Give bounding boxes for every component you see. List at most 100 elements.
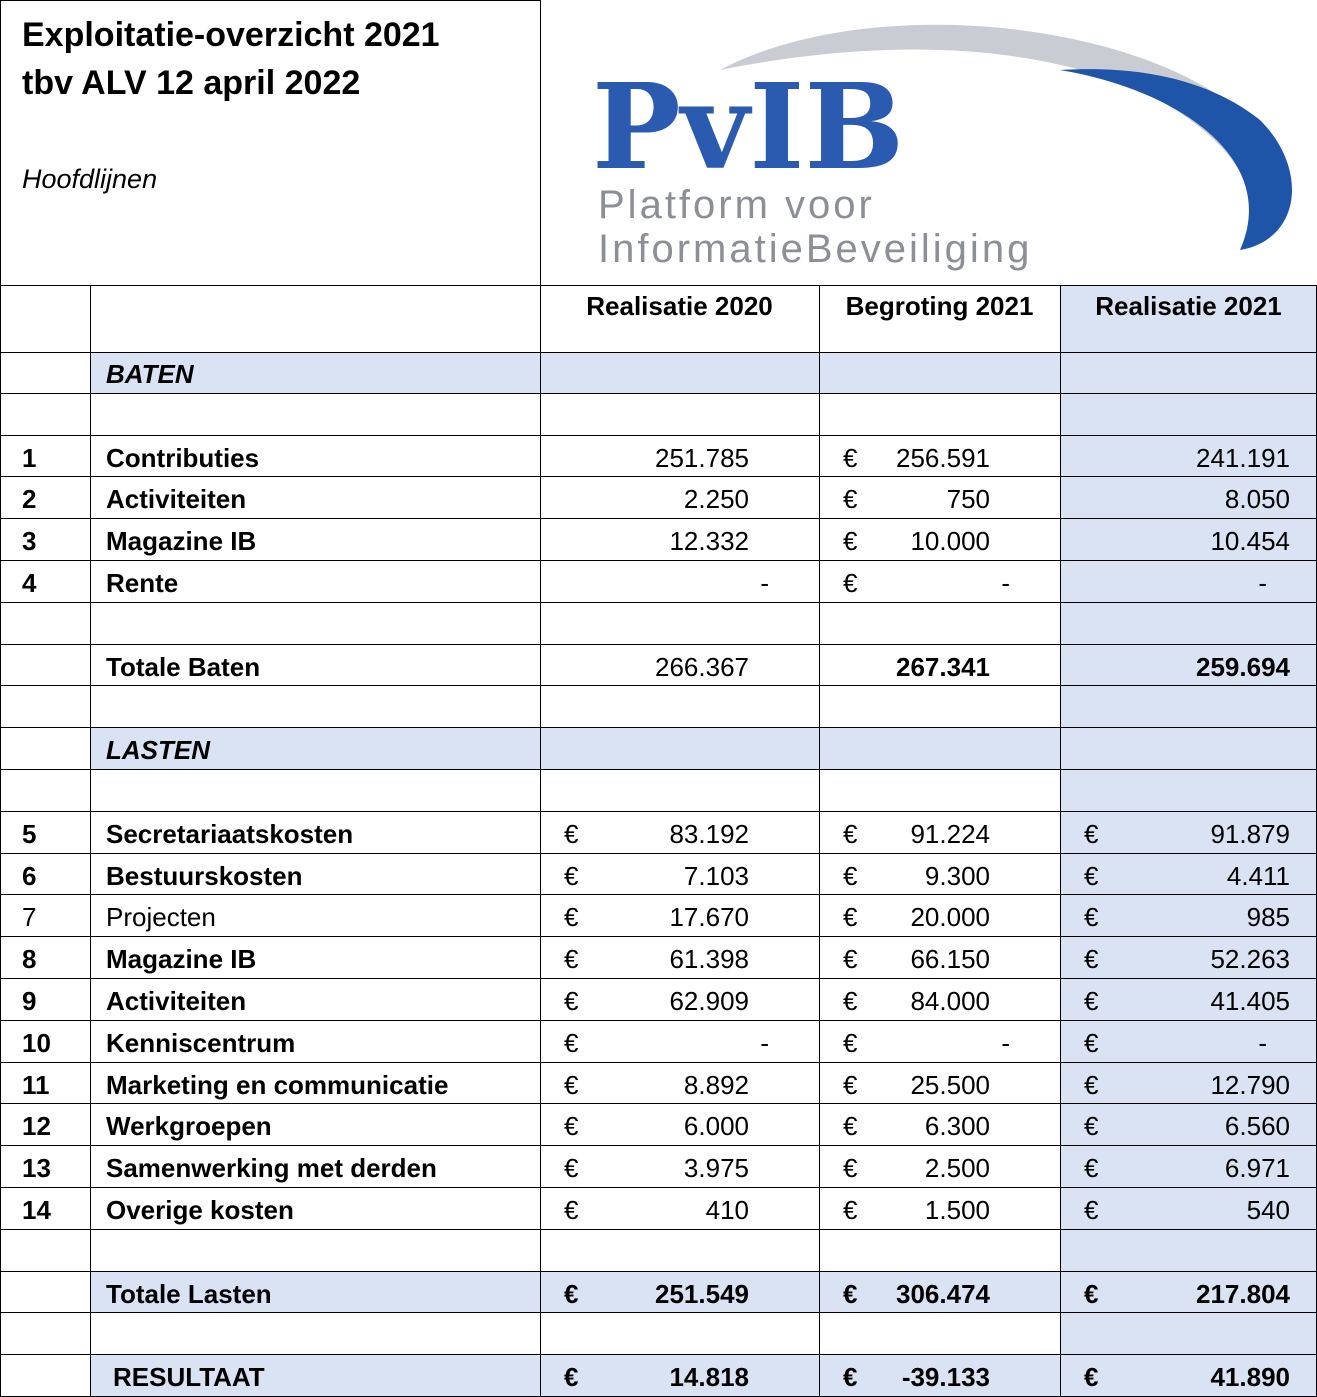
row-label: Marketing en communicatie xyxy=(106,1069,449,1100)
row-number: 7 xyxy=(22,902,37,933)
value: 52.263 xyxy=(1210,944,1290,975)
row-number: 6 xyxy=(22,860,37,891)
currency: € xyxy=(843,860,858,891)
value: 985 xyxy=(1246,902,1290,933)
hline xyxy=(0,518,1317,520)
currency: € xyxy=(843,902,858,933)
value: 10.000 xyxy=(910,526,990,557)
hline xyxy=(0,1019,1317,1021)
row-number: 5 xyxy=(22,818,37,849)
currency: € xyxy=(564,818,579,849)
value: 4.411 xyxy=(1226,860,1290,891)
currency: € xyxy=(564,944,579,975)
subtitle: Hoofdlijnen xyxy=(22,164,158,194)
value: 8.050 xyxy=(1224,484,1290,515)
row-label: Activiteiten xyxy=(106,484,247,515)
currency: € xyxy=(564,860,579,891)
value: 41.405 xyxy=(1210,985,1290,1016)
value: 7.103 xyxy=(683,860,749,891)
row-bg xyxy=(90,728,1317,770)
value: 8.892 xyxy=(683,1069,749,1100)
currency: € xyxy=(564,1153,579,1184)
hline xyxy=(0,352,1317,353)
hline xyxy=(0,852,1317,854)
row-label: Magazine IB xyxy=(106,526,257,557)
hline xyxy=(0,1228,1317,1230)
row-number: 2 xyxy=(22,484,37,515)
value: 259.694 xyxy=(1196,651,1290,682)
hline xyxy=(0,685,1317,687)
currency: € xyxy=(843,526,858,557)
column-header: Realisatie 2021 xyxy=(1095,291,1282,321)
hline xyxy=(0,643,1317,645)
hline xyxy=(0,1145,1317,1147)
row-label: BATEN xyxy=(106,358,194,389)
currency: € xyxy=(1084,985,1099,1016)
value: 266.367 xyxy=(655,651,749,682)
value: - xyxy=(1258,1027,1267,1058)
row-label: Contributies xyxy=(106,442,260,473)
currency: € xyxy=(843,944,858,975)
value: 3.975 xyxy=(683,1153,749,1184)
value: 14.818 xyxy=(669,1362,749,1393)
currency: € xyxy=(564,985,579,1016)
row-number: 14 xyxy=(22,1194,51,1225)
value: 12.332 xyxy=(669,526,749,557)
hline xyxy=(0,601,1317,603)
column-header: Realisatie 2020 xyxy=(586,291,773,321)
row-number: 1 xyxy=(22,442,37,473)
hline xyxy=(0,1187,1317,1188)
logo-text: Platform voor xyxy=(598,183,875,227)
hline xyxy=(0,1270,1317,1272)
title: Exploitatie-overzicht 2021 xyxy=(22,16,440,54)
value: 251.785 xyxy=(655,442,749,473)
currency: € xyxy=(564,1069,579,1100)
value: 91.224 xyxy=(910,818,990,849)
row-label: Secretariaatskosten xyxy=(106,818,354,849)
column-header: Begroting 2021 xyxy=(845,291,1034,321)
hline xyxy=(0,1354,1317,1356)
value: 91.879 xyxy=(1210,818,1290,849)
hline xyxy=(0,1312,1317,1314)
value: 241.191 xyxy=(1196,442,1290,473)
hline xyxy=(0,285,1317,286)
logo: PvIB Platform voor InformatieBeveiliging xyxy=(592,24,1293,271)
currency: € xyxy=(843,484,858,515)
value: 84.000 xyxy=(910,985,990,1016)
row-label: Magazine IB xyxy=(106,944,257,975)
currency: € xyxy=(1084,1194,1099,1225)
currency: € xyxy=(843,1111,858,1142)
value: 61.398 xyxy=(669,944,749,975)
currency: € xyxy=(843,1194,858,1225)
row-number: 9 xyxy=(22,985,37,1016)
currency: € xyxy=(1084,1069,1099,1100)
logo-mark: PvIB xyxy=(592,57,904,196)
currency: € xyxy=(1084,1153,1099,1184)
hline xyxy=(0,1103,1317,1105)
value: 12.790 xyxy=(1210,1069,1290,1100)
row-label: Bestuurskosten xyxy=(106,860,303,891)
vline xyxy=(90,285,91,1397)
row-number: 4 xyxy=(22,567,37,598)
row-label: Projecten xyxy=(106,902,216,933)
value: - xyxy=(1258,567,1267,598)
title: tbv ALV 12 april 2022 xyxy=(22,64,361,102)
currency: € xyxy=(564,1362,579,1393)
currency: € xyxy=(843,442,858,473)
value: 66.150 xyxy=(910,944,990,975)
value: 6.971 xyxy=(1224,1153,1290,1184)
logo-text: InformatieBeveiliging xyxy=(598,227,1032,271)
row-label: Totale Baten xyxy=(106,651,261,682)
currency: € xyxy=(564,1111,579,1142)
row-number: 3 xyxy=(22,526,37,557)
value: 267.341 xyxy=(896,651,990,682)
hline xyxy=(0,434,1317,436)
value: - xyxy=(1001,567,1010,598)
value: 306.474 xyxy=(896,1278,990,1309)
row-label: Kenniscentrum xyxy=(106,1027,296,1058)
value: 1.500 xyxy=(924,1194,990,1225)
row-number: 12 xyxy=(22,1111,51,1142)
row-label: Samenwerking met derden xyxy=(106,1153,437,1184)
hline xyxy=(0,936,1317,938)
value: 6.000 xyxy=(683,1111,749,1142)
